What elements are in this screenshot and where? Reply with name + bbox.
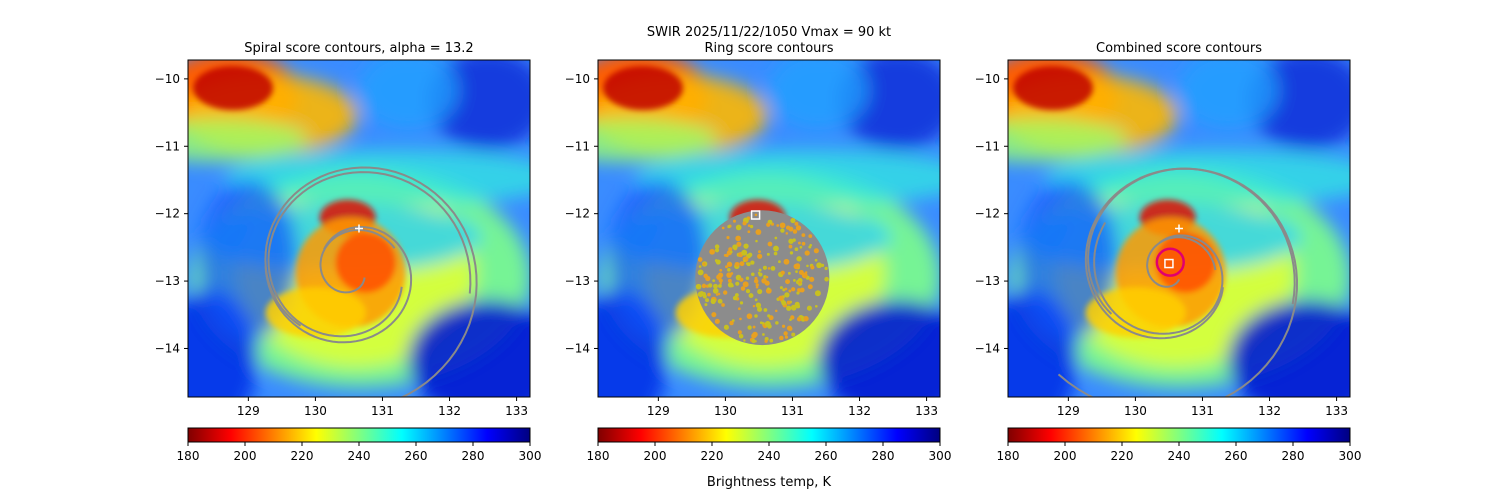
colorbar-tick-label: 260: [815, 449, 838, 463]
ring-score-speckle: [695, 213, 829, 344]
x-tick-label: 131: [781, 404, 804, 418]
x-tick-label: 133: [505, 404, 528, 418]
x-tick-label: 132: [848, 404, 871, 418]
contour-overlay: [695, 210, 830, 346]
panel-title: Spiral score contours, alpha = 13.2: [244, 41, 473, 56]
colorbar-gradient: [597, 427, 941, 443]
colorbar: 180 200 220 240 260 280 300: [997, 427, 1362, 463]
colorbar-tick-label: 180: [177, 449, 200, 463]
y-tick-label: −12: [565, 207, 590, 221]
y-tick-label: −10: [155, 72, 180, 86]
x-tick-label: 129: [1057, 404, 1080, 418]
y-tick-label: −13: [155, 274, 180, 288]
colorbar-tick-label: 220: [291, 449, 314, 463]
x-tick-label: 129: [647, 404, 670, 418]
spiral-contour-2: [1093, 222, 1224, 335]
colorbar-tick-label: 240: [1168, 449, 1191, 463]
colorbar-tick-label: 300: [1339, 449, 1362, 463]
y-tick-label: −10: [975, 72, 1000, 86]
colorbar-tick-label: 260: [1225, 449, 1248, 463]
spiral-contour-4: [1057, 167, 1299, 397]
panel-title: Ring score contours: [704, 41, 833, 56]
center-square-marker: [750, 210, 761, 220]
colorbar-gradient: [1007, 427, 1351, 443]
colorbar-tick-label: 200: [644, 449, 667, 463]
y-tick-label: −14: [565, 341, 590, 355]
x-tick-label: 130: [304, 404, 327, 418]
colorbar-tick-label: 260: [405, 449, 428, 463]
x-tick-label: 133: [1325, 404, 1348, 418]
colorbar-tick-label: 300: [929, 449, 952, 463]
x-tick-label: 130: [714, 404, 737, 418]
y-tick-label: −11: [565, 139, 590, 153]
spiral-contour-2: [264, 225, 413, 344]
panel-1: Spiral score contours, alpha = 13.2 129 13…: [155, 41, 542, 463]
y-tick-label: −13: [975, 274, 1000, 288]
x-tick-label: 131: [371, 404, 394, 418]
colorbar-tick-label: 280: [872, 449, 895, 463]
panel-2: Ring score contours 129 130 131 132 133 −10 −11…: [565, 41, 952, 463]
x-tick-label: 129: [237, 404, 260, 418]
axes-frame: [187, 59, 531, 398]
colorbar-tick-label: 240: [758, 449, 781, 463]
colorbar-tick-label: 240: [348, 449, 371, 463]
colorbar-tick-label: 180: [997, 449, 1020, 463]
y-tick-label: −12: [155, 207, 180, 221]
colorbar: 180 200 220 240 260 280 300: [587, 427, 952, 463]
center-plus-marker: [355, 224, 363, 233]
contour-overlay: [264, 166, 478, 397]
axes-frame: [597, 59, 941, 398]
x-tick-label: 131: [1191, 404, 1214, 418]
colorbar-tick-label: 220: [701, 449, 724, 463]
x-tick-label: 132: [438, 404, 461, 418]
x-tick-label: 130: [1124, 404, 1147, 418]
spiral-contour-3: [267, 171, 472, 338]
colorbar-tick-label: 280: [1282, 449, 1305, 463]
y-tick-label: −14: [155, 341, 180, 355]
colorbar-tick-label: 180: [587, 449, 610, 463]
y-tick-label: −11: [975, 139, 1000, 153]
colorbar-tick-label: 300: [519, 449, 542, 463]
x-tick-label: 132: [1258, 404, 1281, 418]
spiral-contour-1: [1146, 236, 1217, 288]
ring-score-disk: [695, 210, 830, 346]
panel-title: Combined score contours: [1096, 41, 1262, 56]
center-square-marker: [1164, 258, 1174, 269]
center-plus-marker: [1175, 224, 1183, 233]
panels: Spiral score contours, alpha = 13.2 129 13…: [155, 41, 1362, 463]
y-tick-label: −11: [155, 139, 180, 153]
panel-3: Combined score contours 129 130 131 132 133 −1…: [975, 41, 1362, 463]
colorbar-tick-label: 200: [1054, 449, 1077, 463]
brightness-temp-image: [188, 60, 530, 397]
y-tick-label: −13: [565, 274, 590, 288]
figure-suptitle: SWIR 2025/11/22/1050 Vmax = 90 kt: [647, 25, 891, 40]
colorbar-tick-label: 200: [234, 449, 257, 463]
colorbar-gradient: [187, 427, 531, 443]
contour-overlay: [1057, 167, 1299, 397]
spiral-contour-4: [264, 166, 478, 397]
colorbar: 180 200 220 240 260 280 300: [177, 427, 542, 463]
colorbar-tick-label: 280: [462, 449, 485, 463]
x-tick-label: 133: [915, 404, 938, 418]
brightness-temp-image: [1008, 60, 1350, 397]
y-tick-label: −12: [975, 207, 1000, 221]
y-tick-label: −14: [975, 341, 1000, 355]
axes-frame: [1007, 59, 1351, 398]
colorbar-tick-label: 220: [1111, 449, 1134, 463]
y-tick-label: −10: [565, 72, 590, 86]
eye-circle-marker: [1155, 247, 1185, 277]
spiral-contour-1: [319, 229, 396, 294]
colorbar-label: Brightness temp, K: [707, 475, 832, 490]
